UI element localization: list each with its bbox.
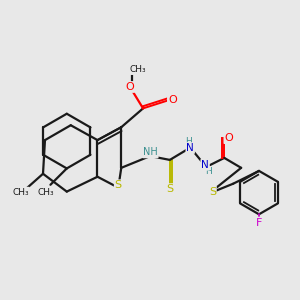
Text: S: S [166, 184, 173, 194]
Text: S: S [209, 187, 216, 196]
Text: N: N [186, 143, 194, 153]
Text: CH₃: CH₃ [130, 65, 146, 74]
Text: N: N [201, 160, 209, 170]
Text: H: H [185, 137, 191, 146]
Text: O: O [168, 95, 177, 106]
Text: H: H [206, 167, 212, 176]
Text: CH₃: CH₃ [12, 188, 29, 196]
Text: F: F [256, 218, 262, 228]
Text: NH: NH [143, 148, 158, 158]
Text: S: S [115, 180, 122, 190]
Text: CH₃: CH₃ [38, 188, 54, 197]
Text: O: O [224, 133, 233, 143]
Text: O: O [125, 82, 134, 92]
